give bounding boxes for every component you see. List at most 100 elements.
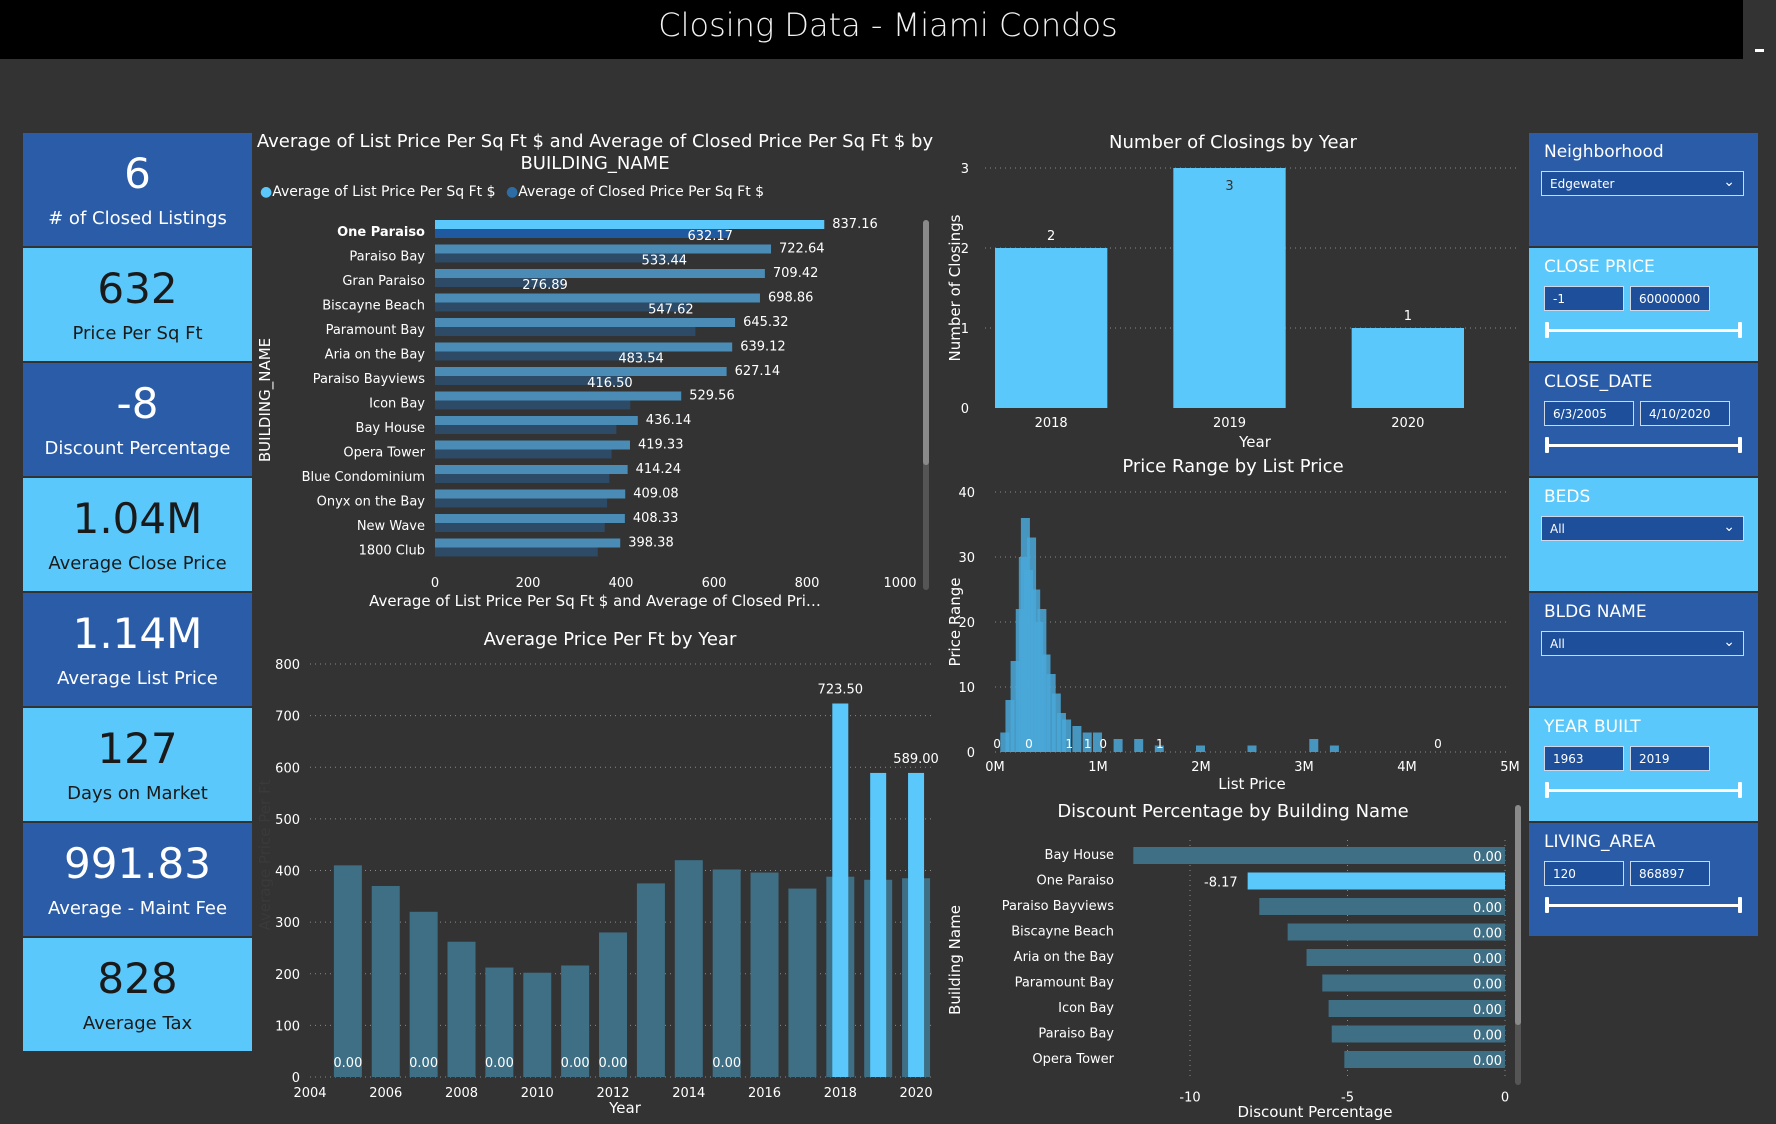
bar [371,885,400,1077]
bar [1322,974,1505,992]
y-tick-label: Paraiso Bay [349,250,425,265]
x-tick-label: -5 [1341,1091,1354,1106]
bar [599,932,628,1077]
data-label: 0.00 [1473,1029,1502,1044]
x-tick-label: 2014 [672,1086,705,1101]
y-tick-label: 2 [961,242,969,257]
kpi-value: -8 [116,379,159,428]
x-axis-title: Year [1238,433,1272,451]
chart-discount-by-building[interactable]: Discount Percentage by Building Name Bay … [945,795,1525,1123]
kpi-price-per-sqft: 632 Price Per Sq Ft [23,248,252,361]
range-slider-min-handle[interactable] [1545,322,1549,338]
x-tick-label: 600 [702,576,727,591]
year-built-min-input[interactable]: 1963 [1544,746,1624,771]
chart-closings-by-year[interactable]: Number of Closings by Year 0 1 2 3 2 2018 3 2019… [945,128,1525,453]
range-slider-max-handle[interactable] [1738,437,1742,453]
bar-list-price [435,244,772,254]
chart-list-vs-closed[interactable]: One Paraiso 837.16 632.17 Paraiso Bay 722.64… [255,210,935,630]
bar-highlight [870,772,887,1077]
y-tick-label: 800 [275,658,300,673]
range-slider-track[interactable] [1545,904,1742,907]
legend-label-closed: Average of Closed Price Per Sq Ft $ [518,184,765,200]
bar [995,248,1108,408]
close-price-min-input[interactable]: -1 [1544,286,1624,311]
y-axis-title: Price Range [946,578,964,667]
dropdown-value: All [1550,522,1565,536]
kpi-discount-percentage: -8 Discount Percentage [23,363,252,476]
data-label-list: 529.56 [689,389,735,404]
histogram-bar [1005,700,1015,752]
chart-title-line-2: BUILDING_NAME [520,153,670,174]
chart-avg-price-per-ft-by-year[interactable]: Average Price Per Ft by Year 0 100 200 300 40… [255,625,945,1120]
report-header: Closing Data - Miami Condos [0,0,1764,59]
data-label: 1 [1156,737,1164,751]
close-date-start-input[interactable]: 6/3/2005 [1544,401,1634,426]
close-price-max-input[interactable]: 60000000 [1630,286,1710,311]
y-tick-label: 1800 Club [359,544,425,559]
legend-marker-closed: ● [505,184,519,200]
data-label-closed: 533.44 [642,254,688,269]
kpi-label: Average List Price [57,668,218,689]
y-tick-label: 300 [275,916,300,931]
data-label: 0.00 [1473,952,1502,967]
kpi-value: 632 [97,264,178,313]
x-tick-label: 2019 [1213,416,1246,431]
data-label-closed: 547.62 [648,303,694,318]
bar [409,911,438,1077]
data-label: 0.00 [712,1056,741,1071]
chart-title-list-vs-closed: Average of List Price Per Sq Ft $ and Av… [255,131,935,175]
bldg-name-dropdown[interactable]: All ⌄ [1541,631,1744,656]
range-slider-max-handle[interactable] [1738,897,1742,913]
neighborhood-dropdown[interactable]: Edgewater ⌄ [1541,171,1744,196]
x-axis-title: Year [608,1099,642,1117]
scrollbar-thumb [1515,805,1521,1025]
range-slider-min-handle[interactable] [1545,897,1549,913]
range-slider-max-handle[interactable] [1738,322,1742,338]
data-label-closed: 276.89 [522,278,568,293]
x-axis-title: Average of List Price Per Sq Ft $ and Av… [369,592,821,610]
data-label: 0.00 [599,1056,628,1071]
bar-list-price [435,465,628,474]
bar [1328,1000,1505,1017]
y-tick-label: Bay House [1045,848,1114,863]
slicer-title: CLOSE PRICE [1544,257,1655,277]
bar-closed-price [435,449,612,459]
range-slider-min-handle[interactable] [1545,437,1549,453]
range-slider-track[interactable] [1545,789,1742,792]
bar-list-price [435,538,621,548]
beds-dropdown[interactable]: All ⌄ [1541,516,1744,541]
range-slider-track[interactable] [1545,329,1742,332]
histogram-bar [1093,732,1102,752]
range-slider-min-handle[interactable] [1545,782,1549,798]
bar-list-price [435,416,638,425]
bar-closed-price [435,302,690,312]
data-label-list: 645.32 [743,315,789,330]
range-slider-max-handle[interactable] [1738,782,1742,798]
bar-closed-price [435,351,660,361]
collapse-icon[interactable] [1755,49,1764,52]
chart-title: Average Price Per Ft by Year [484,629,737,650]
close-date-end-input[interactable]: 4/10/2020 [1640,401,1730,426]
chart-legend[interactable]: ●Average of List Price Per Sq Ft $ ●Aver… [260,184,764,200]
living-area-max-input[interactable]: 868897 [1630,861,1710,886]
bar-list-price [435,293,760,303]
range-slider-track[interactable] [1545,444,1742,447]
data-label: 0.00 [561,1056,590,1071]
bar [1331,1025,1505,1043]
bar [1247,872,1505,890]
bar-list-price [435,489,626,499]
bar-closed-price [435,327,696,336]
x-tick-label: -10 [1179,1091,1200,1106]
x-tick-label: 2020 [1391,416,1424,431]
bar-highlight [832,703,849,1077]
year-built-max-input[interactable]: 2019 [1630,746,1710,771]
bar-list-price [435,269,765,278]
living-area-min-input[interactable]: 120 [1544,861,1624,886]
bar-closed-price [435,425,617,434]
y-tick-label: 400 [275,865,300,880]
bar [1351,328,1464,408]
y-tick-label: 20 [958,616,975,631]
x-tick-label: 2018 [1035,416,1068,431]
kpi-average-close-price: 1.04M Average Close Price [23,478,252,591]
